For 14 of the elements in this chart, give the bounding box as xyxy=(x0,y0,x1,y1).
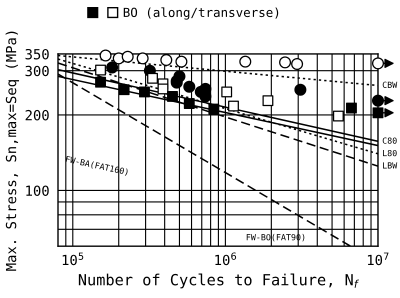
x-tick-label: 10$^{5}$ xyxy=(62,252,84,266)
series-label: CBW xyxy=(382,82,398,88)
x-axis-title: Number of Cycles to Failure, N$_{f}$ xyxy=(78,274,360,288)
y-tick-label: 100 xyxy=(26,185,49,196)
legend-label: BO (along/transverse) xyxy=(124,7,278,20)
y-tick-label: 300 xyxy=(26,66,49,76)
series-label: L80 xyxy=(383,150,397,156)
x-tick-label: 10$^{7}$ xyxy=(368,252,388,266)
series-label: C80 xyxy=(382,137,397,144)
y-tick-label: 350 xyxy=(26,48,49,60)
x-tick-label: 10$^{6}$ xyxy=(215,252,236,266)
y-tick-label: 200 xyxy=(26,110,49,120)
y-axis-title: Max. Stress, Sn,max=Seq (MPa) xyxy=(6,32,20,271)
series-label: LBW xyxy=(383,162,398,168)
